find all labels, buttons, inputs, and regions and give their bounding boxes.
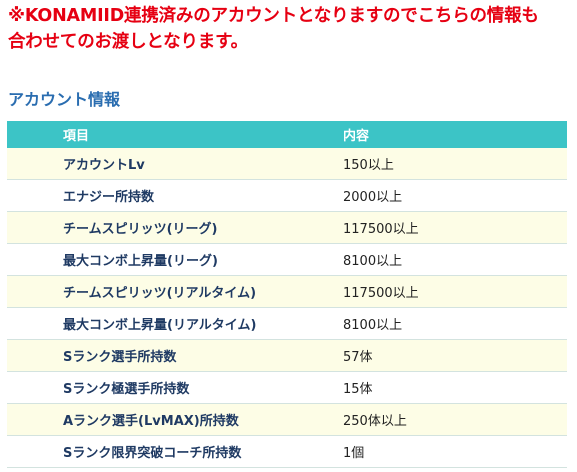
row-value: 15体 [283, 371, 567, 404]
table-row: Sランク限界突破コーチ所持数 1個 [7, 435, 567, 468]
notice-line-1: ※KONAMIID連携済みのアカウントとなりますのでこちらの情報も [8, 6, 539, 26]
table-row: Aランク選手(LvMAX)所持数 250体以上 [7, 403, 567, 436]
row-value: 57体 [283, 339, 567, 372]
table-header-row: 項目 内容 [7, 121, 567, 148]
row-item: チームスピリッツ(リーグ) [7, 211, 283, 244]
row-item: チームスピリッツ(リアルタイム) [7, 275, 283, 308]
row-value: 1個 [283, 435, 567, 468]
row-item: アカウントLv [7, 148, 283, 180]
table-row: 最大コンボ上昇量(リーグ) 8100以上 [7, 243, 567, 276]
table-row: Sランク極選手所持数 15体 [7, 371, 567, 404]
row-value: 8100以上 [283, 243, 567, 276]
table-row: エナジー所持数 2000以上 [7, 179, 567, 212]
row-item: Aランク選手(LvMAX)所持数 [7, 403, 283, 436]
row-value: 8100以上 [283, 307, 567, 340]
row-item: エナジー所持数 [7, 179, 283, 212]
table-row: 最大コンボ上昇量(リアルタイム) 8100以上 [7, 307, 567, 340]
notice-line-2: 合わせてのお渡しとなります。 [8, 32, 248, 52]
row-item: Sランク限界突破コーチ所持数 [7, 435, 283, 468]
table-row: チームスピリッツ(リーグ) 117500以上 [7, 211, 567, 244]
row-item: 最大コンボ上昇量(リーグ) [7, 243, 283, 276]
row-value: 2000以上 [283, 179, 567, 212]
row-item: Sランク選手所持数 [7, 339, 283, 372]
table-header: 項目 内容 [7, 121, 567, 148]
row-value: 117500以上 [283, 211, 567, 244]
header-item: 項目 [7, 121, 283, 148]
table-row: チームスピリッツ(リアルタイム) 117500以上 [7, 275, 567, 308]
row-item: Sランク極選手所持数 [7, 371, 283, 404]
row-value: 150以上 [283, 148, 567, 180]
table-body: アカウントLv 150以上 エナジー所持数 2000以上 チームスピリッツ(リー… [7, 148, 567, 468]
section-title: アカウント情報 [8, 90, 121, 109]
header-value: 内容 [283, 121, 567, 148]
notice-text: ※KONAMIID連携済みのアカウントとなりますのでこちらの情報も 合わせてのお… [8, 3, 573, 55]
row-value: 117500以上 [283, 275, 567, 308]
table-row: Sランク選手所持数 57体 [7, 339, 567, 372]
account-info-table: 項目 内容 アカウントLv 150以上 エナジー所持数 2000以上 チームスピ… [7, 121, 567, 468]
row-item: 最大コンボ上昇量(リアルタイム) [7, 307, 283, 340]
table-row: アカウントLv 150以上 [7, 148, 567, 180]
row-value: 250体以上 [283, 403, 567, 436]
